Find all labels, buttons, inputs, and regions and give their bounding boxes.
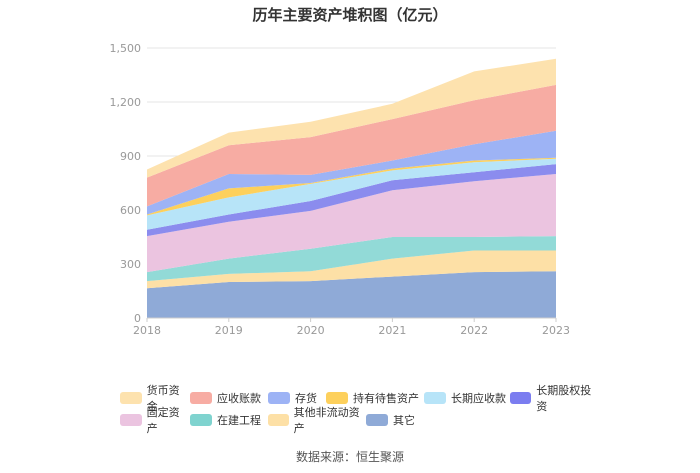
legend-label: 持有待售资产 xyxy=(353,392,419,405)
legend-label: 其他非流动资产 xyxy=(293,406,360,435)
legend-row: 货币资金 应收账款 存货 持有待售资产 长期应收款 长期股权投资 xyxy=(120,384,600,413)
legend-swatch xyxy=(424,392,446,404)
x-tick-label: 2022 xyxy=(460,324,488,337)
legend-item[interactable]: 存货 xyxy=(268,390,326,406)
legend-label: 应收账款 xyxy=(217,392,261,405)
legend-item[interactable]: 应收账款 xyxy=(190,390,268,406)
y-tick-label: 300 xyxy=(120,258,141,271)
legend-label: 存货 xyxy=(295,392,317,405)
area-series-4 xyxy=(147,164,556,237)
area-series-5 xyxy=(147,158,556,230)
legend-swatch xyxy=(190,414,212,426)
x-tick-label: 2018 xyxy=(133,324,161,337)
x-tick-label: 2021 xyxy=(378,324,406,337)
legend-swatch xyxy=(120,414,142,426)
area-series-0 xyxy=(147,271,556,318)
legend-item[interactable]: 固定资产 xyxy=(120,404,190,436)
legend-label: 货币资金 xyxy=(146,384,180,413)
y-tick-label: 1,500 xyxy=(110,42,142,55)
legend-swatch xyxy=(268,414,289,426)
legend-label: 其它 xyxy=(393,414,415,427)
legend-item[interactable]: 长期股权投资 xyxy=(510,382,600,414)
area-series-2 xyxy=(147,236,556,282)
chart-title: 历年主要资产堆积图（亿元） xyxy=(252,6,448,24)
legend-item[interactable]: 持有待售资产 xyxy=(326,390,424,406)
area-series-3 xyxy=(147,174,556,273)
legend-item[interactable]: 长期应收款 xyxy=(424,390,510,406)
y-tick-label: 0 xyxy=(134,312,141,325)
legend-swatch xyxy=(326,392,348,404)
legend-item[interactable]: 其它 xyxy=(366,412,426,428)
y-tick-label: 1,200 xyxy=(110,96,142,109)
area-series-8 xyxy=(147,84,556,207)
legend-row: 固定资产 在建工程 其他非流动资产 其它 xyxy=(120,406,600,435)
legend-swatch xyxy=(190,392,212,404)
legend-item[interactable]: 其他非流动资产 xyxy=(268,404,366,436)
legend-label: 固定资产 xyxy=(146,406,180,435)
x-tick-label: 2019 xyxy=(215,324,243,337)
area-layer xyxy=(147,58,556,318)
legend-item[interactable]: 在建工程 xyxy=(190,412,268,428)
area-series-9 xyxy=(147,58,556,178)
legend: 货币资金 应收账款 存货 持有待售资产 长期应收款 长期股权投资固定资产 在建工程 其他非流动… xyxy=(120,384,600,435)
source-note: 数据来源：恒生聚源 xyxy=(295,450,404,464)
legend-label: 长期股权投资 xyxy=(536,384,592,413)
area-series-1 xyxy=(147,250,556,289)
area-series-7 xyxy=(147,130,556,215)
legend-swatch xyxy=(120,392,142,404)
y-tick-label: 900 xyxy=(120,150,141,163)
axis-layer: 0 300 600 900 1,200 1,500 2018 2019 2020 2021 2022… xyxy=(110,42,571,337)
legend-item[interactable]: 货币资金 xyxy=(120,382,190,414)
legend-swatch xyxy=(366,414,388,426)
legend-label: 长期应收款 xyxy=(451,392,506,405)
legend-label: 在建工程 xyxy=(217,414,261,427)
legend-swatch xyxy=(268,392,290,404)
y-tick-label: 600 xyxy=(120,204,141,217)
x-tick-label: 2023 xyxy=(542,324,570,337)
x-tick-label: 2020 xyxy=(297,324,325,337)
legend-swatch xyxy=(510,392,532,404)
